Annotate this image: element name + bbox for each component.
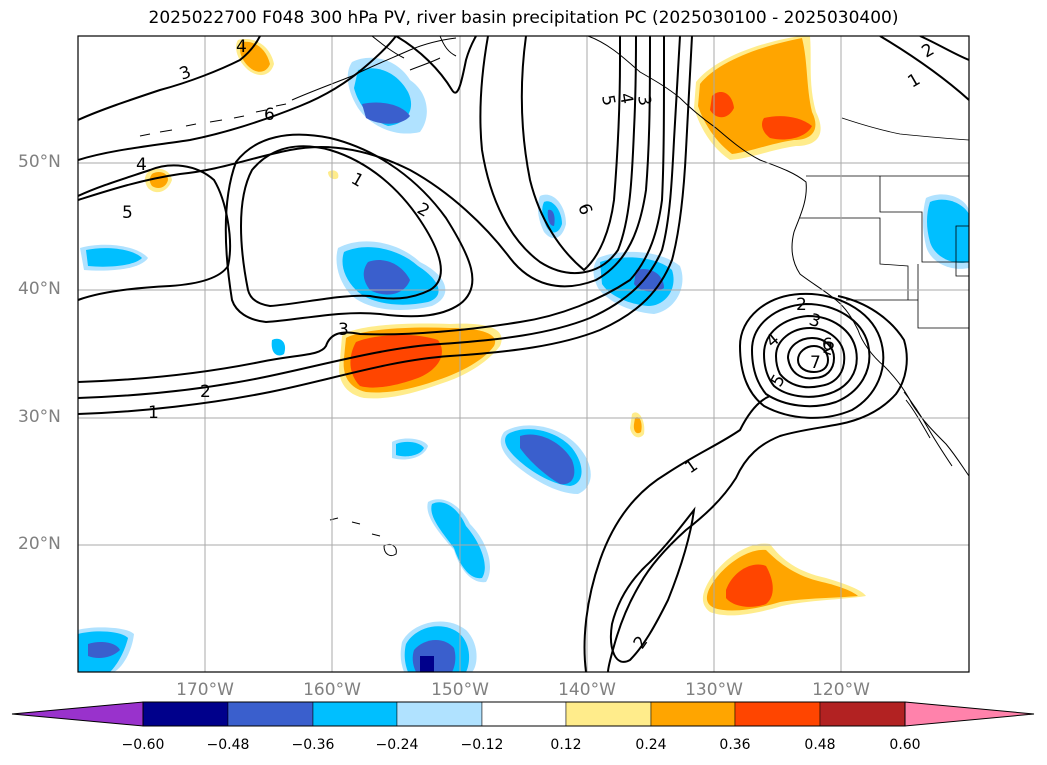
colorbar-tick-label: −0.48 [206,737,250,753]
precip-negative-patch [431,502,485,579]
pv-contour-cutoff-4 [774,326,846,389]
colorbar-segment [481,701,567,727]
colorbar-segment [819,701,906,727]
precip-positive-patch [633,417,642,434]
aleutian-islands [139,103,287,137]
precip-positive-patch [710,92,734,118]
lat-label-40n: 40°N [18,279,61,299]
pv-contour-1-west [583,395,771,672]
colorbar-tick-label: 0.36 [719,737,751,753]
colorbar-tick-label: 0.24 [635,737,667,753]
precip-negative-patch [547,209,555,226]
colorbar-tick-label: −0.24 [375,737,419,753]
pv-contour-cutoff-2 [750,302,871,408]
pv-contour-2 [78,36,681,399]
pv-contour-cutoff-6 [796,344,830,374]
figure-title: 2025022700 F048 300 hPa PV, river basin … [148,8,899,28]
colorbar-segment [734,701,821,727]
contour-label: 6 [822,335,833,355]
colorbar-tick-label: −0.36 [291,737,335,753]
pv-contour-6 [520,36,621,272]
pv-contour-cutoff-3 [762,314,858,398]
pv-contour-top [395,36,477,94]
lon-label-120w: 120°W [812,680,870,700]
precip-negative-patch [634,268,664,292]
pv-contour-1 [78,36,693,415]
precip-positive-patch [328,170,339,180]
coastlines [139,36,969,557]
precip-positive-patch [762,116,812,140]
contour-label: 4 [236,37,247,57]
pv-contour-inner-1 [240,145,442,308]
precip-negative-patch [520,434,575,485]
colorbar-tick-label: −0.60 [121,737,165,753]
colorbar-tick-label: 0.48 [804,737,836,753]
colorbar-segment [227,701,314,727]
lon-label-140w: 140°W [558,680,616,700]
precip-negative-patch [86,248,142,267]
precip-shading [78,36,969,672]
colorbar-segment [650,701,736,727]
political-borders [800,117,969,329]
pv-contour-topleft-2 [78,36,397,161]
map-plot-area: 1 2 3 4 5 6 1 2 3 4 5 6 1 2 1 2 3 4 2 4 … [78,36,969,672]
contour-label: 3 [633,93,655,107]
pv-contour-topright-2 [919,36,969,61]
colorbar-low-extend [11,701,144,727]
precip-negative-patch [420,656,434,672]
colorbar-segment [312,701,398,727]
pv-contour-topleft [78,36,261,121]
contour-label: 4 [615,91,637,105]
lon-label-170w: 170°W [176,680,234,700]
pv-contour-inner-2 [224,133,474,324]
contour-label: 4 [136,155,147,175]
plot-frame [77,35,970,673]
lat-label-50n: 50°N [18,152,61,172]
precip-negative-patch [362,102,410,124]
precip-positive-patch [350,334,442,388]
colorbar-tick-label: −0.12 [460,737,504,753]
lat-label-30n: 30°N [18,407,61,427]
contour-label: 1 [148,403,159,423]
pv-contour-cutoff-1 [738,292,885,419]
lat-label-20n: 20°N [18,534,61,554]
colorbar [11,701,1035,727]
pv-contour-2-south [610,506,696,663]
pv-contour-3 [78,36,665,383]
pv-contours [78,36,969,672]
precip-positive-patch [726,564,773,607]
contour-label: 3 [338,320,349,340]
contour-label: 2 [796,295,807,315]
precip-negative-patch [396,441,424,457]
contour-label: 6 [264,105,275,125]
pv-contour-topright [879,36,969,101]
lon-label-130w: 130°W [685,680,743,700]
colorbar-segment [396,701,483,727]
colorbar-tick-label: 0.12 [550,737,582,753]
colorbar-high-extend [904,701,1035,727]
colorbar-tick-label: 0.60 [889,737,921,753]
precip-negative-patch [271,338,286,356]
alaska-aleutian-coastline [291,36,457,101]
precip-negative-patch [927,199,969,263]
pv-contour-1-south [607,295,908,672]
pv-contour-cutoff-5 [786,336,836,380]
contour-label: 7 [810,353,821,373]
contour-label: 5 [597,93,619,107]
contour-label: 5 [122,203,133,223]
lon-label-150w: 150°W [431,680,489,700]
pv-contour-left [78,164,231,301]
precip-positive-patch [240,41,270,72]
pv-contour-5 [479,36,637,275]
gridlines [78,36,969,672]
contour-label: 2 [200,382,211,402]
precip-negative-patch [88,642,120,658]
lon-label-160w: 160°W [303,680,361,700]
precip-negative-patch [363,260,410,295]
colorbar-segment [565,701,652,727]
hawaii-islands [329,517,397,557]
colorbar-segment [142,701,229,727]
